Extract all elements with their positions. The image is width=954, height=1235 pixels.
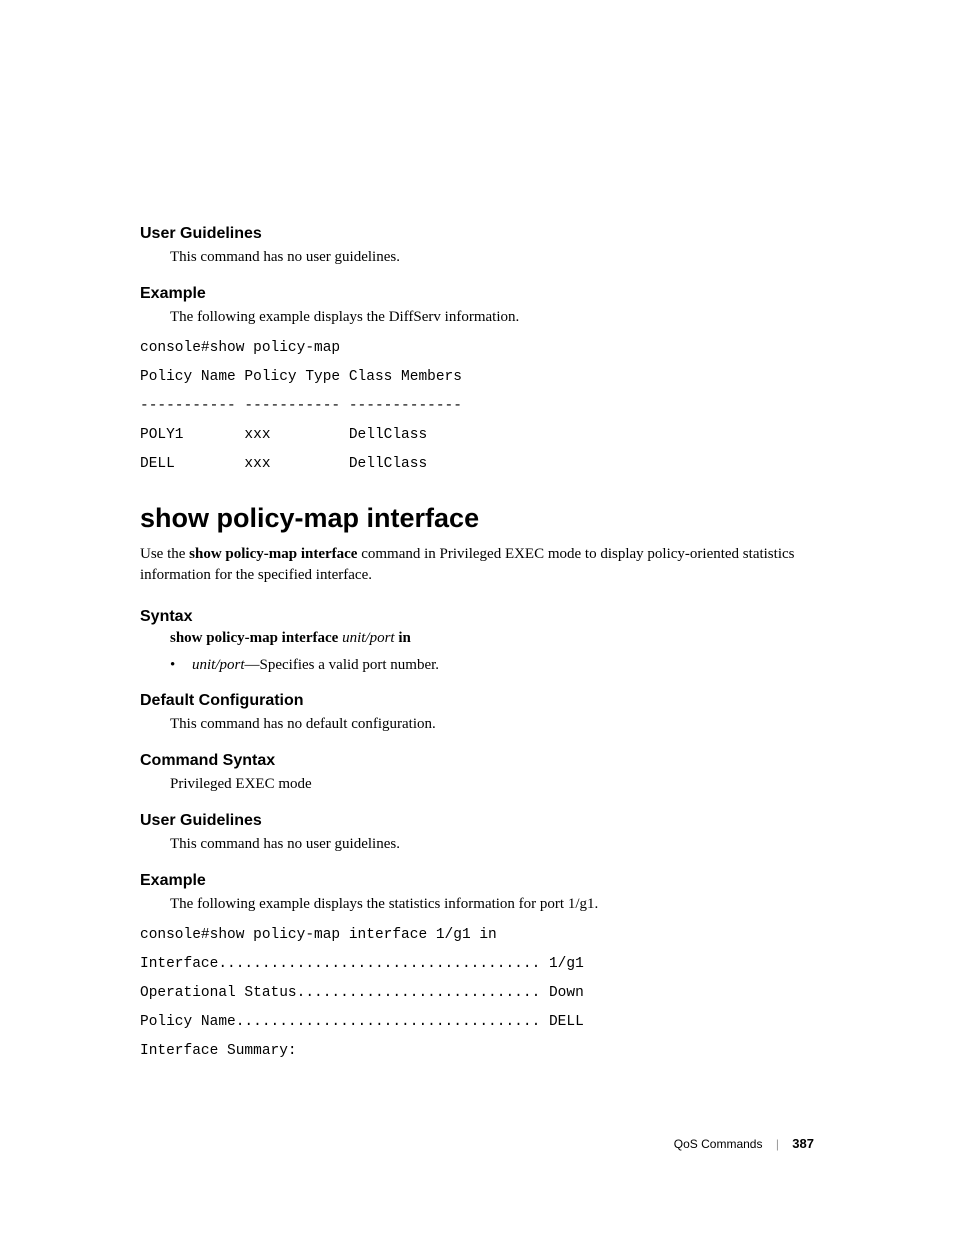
command-title: show policy-map interface (140, 503, 814, 534)
footer-separator-icon: | (776, 1137, 779, 1151)
syntax-italic: unit/port (342, 630, 395, 646)
syntax-bold1: show policy-map interface (170, 630, 342, 646)
heading-default-config: Default Configuration (140, 692, 814, 710)
bullet-dot-icon: • (170, 657, 192, 674)
text-command-syntax: Privileged EXEC mode (170, 774, 814, 794)
syntax-bullet: •unit/port—Specifies a valid port number… (170, 657, 814, 674)
text-user-guidelines-1: This command has no user guidelines. (170, 247, 814, 267)
syntax-bold2: in (395, 630, 411, 646)
code-block-2: console#show policy-map interface 1/g1 i… (140, 921, 814, 1066)
text-example-2: The following example displays the stati… (170, 894, 814, 914)
text-example-1: The following example displays the DiffS… (170, 307, 814, 327)
text-user-guidelines-2: This command has no user guidelines. (170, 834, 814, 854)
syntax-line: show policy-map interface unit/port in (170, 630, 814, 647)
heading-user-guidelines-1: User Guidelines (140, 225, 814, 243)
command-intro: Use the show policy-map interface comman… (140, 544, 814, 586)
page: User Guidelines This command has no user… (0, 0, 954, 1235)
page-footer: QoS Commands | 387 (140, 1136, 814, 1151)
footer-page-number: 387 (792, 1136, 814, 1151)
heading-example-2: Example (140, 872, 814, 890)
bullet-italic: unit/port (192, 657, 245, 673)
footer-label: QoS Commands (674, 1137, 763, 1151)
text-default-config: This command has no default configuratio… (170, 714, 814, 734)
heading-syntax: Syntax (140, 608, 814, 626)
code-block-1: console#show policy-map Policy Name Poli… (140, 334, 814, 479)
intro-bold: show policy-map interface (189, 546, 357, 562)
intro-pre: Use the (140, 546, 189, 562)
bullet-rest: —Specifies a valid port number. (245, 657, 440, 673)
heading-example-1: Example (140, 285, 814, 303)
heading-user-guidelines-2: User Guidelines (140, 812, 814, 830)
heading-command-syntax: Command Syntax (140, 752, 814, 770)
